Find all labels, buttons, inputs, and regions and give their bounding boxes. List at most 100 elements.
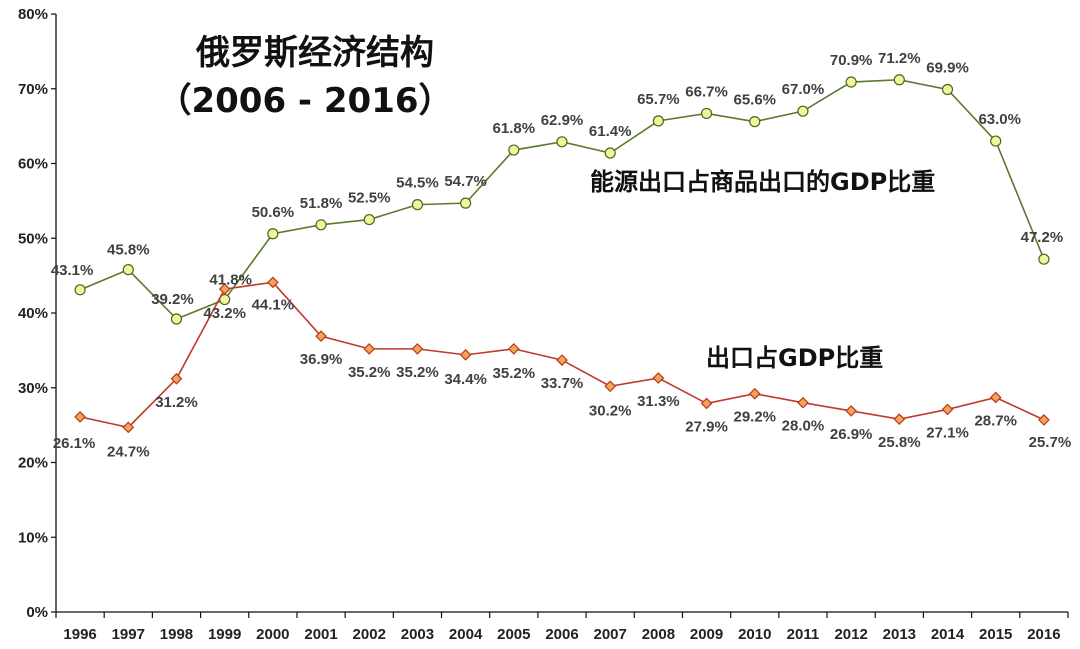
x-tick-label: 2006	[545, 626, 578, 643]
data-point	[749, 116, 761, 128]
data-point	[315, 219, 327, 231]
y-tick-label: 80%	[18, 6, 48, 23]
y-tick-label: 30%	[18, 380, 48, 397]
data-label: 66.7%	[685, 83, 728, 100]
data-point	[604, 380, 617, 393]
data-point	[460, 197, 472, 209]
x-tick-label: 2002	[353, 626, 386, 643]
series-export	[74, 276, 1050, 434]
data-label: 27.1%	[926, 424, 969, 441]
data-point	[797, 396, 809, 409]
x-tick-label: 2000	[256, 626, 289, 643]
data-point	[1038, 414, 1050, 426]
data-point	[700, 397, 713, 410]
data-point	[74, 411, 86, 423]
data-label: 70.9%	[830, 52, 873, 69]
x-tick-label: 2007	[594, 626, 627, 643]
data-point	[845, 76, 857, 88]
data-point	[363, 343, 376, 355]
data-label: 50.6%	[252, 204, 295, 221]
y-tick-label: 40%	[18, 305, 48, 322]
chart-subtitle: （2006 - 2016）	[157, 81, 452, 121]
x-tick-label: 2001	[304, 626, 337, 643]
data-point	[652, 115, 664, 127]
data-point	[411, 199, 424, 211]
data-label: 31.3%	[637, 393, 680, 410]
data-point	[508, 144, 520, 156]
y-tick-label: 60%	[18, 156, 48, 173]
x-tick-label: 1996	[63, 626, 96, 643]
data-point	[556, 136, 568, 148]
data-label: 33.7%	[541, 375, 584, 392]
x-tick-label: 2016	[1027, 626, 1060, 643]
data-point	[1038, 253, 1050, 265]
data-point	[700, 107, 713, 120]
y-tick-label: 50%	[18, 230, 48, 247]
data-label: 31.2%	[155, 394, 198, 411]
data-label: 67.0%	[782, 81, 825, 98]
data-point	[459, 349, 472, 361]
data-point	[218, 283, 231, 295]
x-tick-label: 2009	[690, 626, 723, 643]
data-label: 63.0%	[978, 111, 1021, 128]
series-annotation-energy: 能源出口占商品出口的GDP比重	[590, 168, 935, 196]
data-label: 25.8%	[878, 434, 921, 451]
x-tick-label: 1997	[112, 626, 145, 643]
data-label: 62.9%	[541, 112, 584, 129]
data-point	[411, 343, 424, 355]
x-tick-label: 2010	[738, 626, 771, 643]
data-point	[122, 421, 135, 434]
series-annotation-export: 出口占GDP比重	[706, 344, 883, 372]
data-point	[845, 405, 857, 417]
data-label: 26.1%	[53, 435, 96, 452]
data-label: 65.7%	[637, 91, 680, 108]
data-label: 39.2%	[151, 291, 194, 308]
x-tick-label: 2003	[401, 626, 434, 643]
data-label: 25.7%	[1029, 434, 1072, 451]
data-label: 65.6%	[733, 92, 776, 109]
data-point	[170, 372, 183, 385]
x-tick-label: 1999	[208, 626, 241, 643]
x-tick-label: 2011	[787, 626, 820, 643]
data-label: 28.0%	[782, 418, 825, 435]
data-label: 35.2%	[493, 365, 536, 382]
data-label: 71.2%	[878, 50, 921, 67]
data-point	[556, 354, 568, 366]
data-point	[941, 403, 954, 416]
x-tick-label: 2005	[497, 626, 530, 643]
y-tick-label: 10%	[18, 529, 48, 546]
data-label: 30.2%	[589, 402, 632, 419]
data-point	[267, 276, 279, 289]
data-label: 47.2%	[1021, 229, 1064, 246]
data-point	[604, 147, 616, 159]
data-label: 51.8%	[300, 195, 343, 212]
data-label: 35.2%	[396, 364, 439, 381]
data-label: 69.9%	[926, 59, 969, 76]
y-tick-label: 0%	[26, 604, 48, 621]
chart-title: 俄罗斯经济结构	[195, 33, 434, 73]
data-label: 43.1%	[51, 262, 94, 279]
data-label: 54.5%	[396, 175, 439, 192]
data-point	[363, 213, 375, 226]
data-label: 54.7%	[444, 173, 487, 190]
data-point	[797, 105, 809, 117]
x-tick-label: 2004	[449, 626, 483, 643]
data-point	[122, 264, 134, 276]
x-axis-ticks: 1996 1997 1998 1999 2000 2001 2002 2003 2004 2005…	[55, 612, 1069, 643]
data-point	[989, 391, 1002, 404]
data-label: 36.9%	[300, 351, 343, 368]
data-label: 27.9%	[685, 418, 728, 435]
data-label: 41.8%	[209, 272, 252, 289]
data-label: 45.8%	[107, 242, 150, 259]
data-point	[893, 413, 906, 425]
data-label: 29.2%	[733, 409, 776, 426]
x-tick-label: 2008	[642, 626, 675, 643]
data-label: 43.2%	[203, 305, 246, 322]
x-tick-label: 2013	[883, 626, 916, 643]
y-tick-label: 20%	[18, 455, 48, 472]
data-label: 24.7%	[107, 443, 150, 460]
data-point	[507, 343, 520, 355]
data-label: 44.1%	[252, 296, 295, 313]
data-point	[893, 74, 905, 86]
data-point	[74, 284, 86, 296]
